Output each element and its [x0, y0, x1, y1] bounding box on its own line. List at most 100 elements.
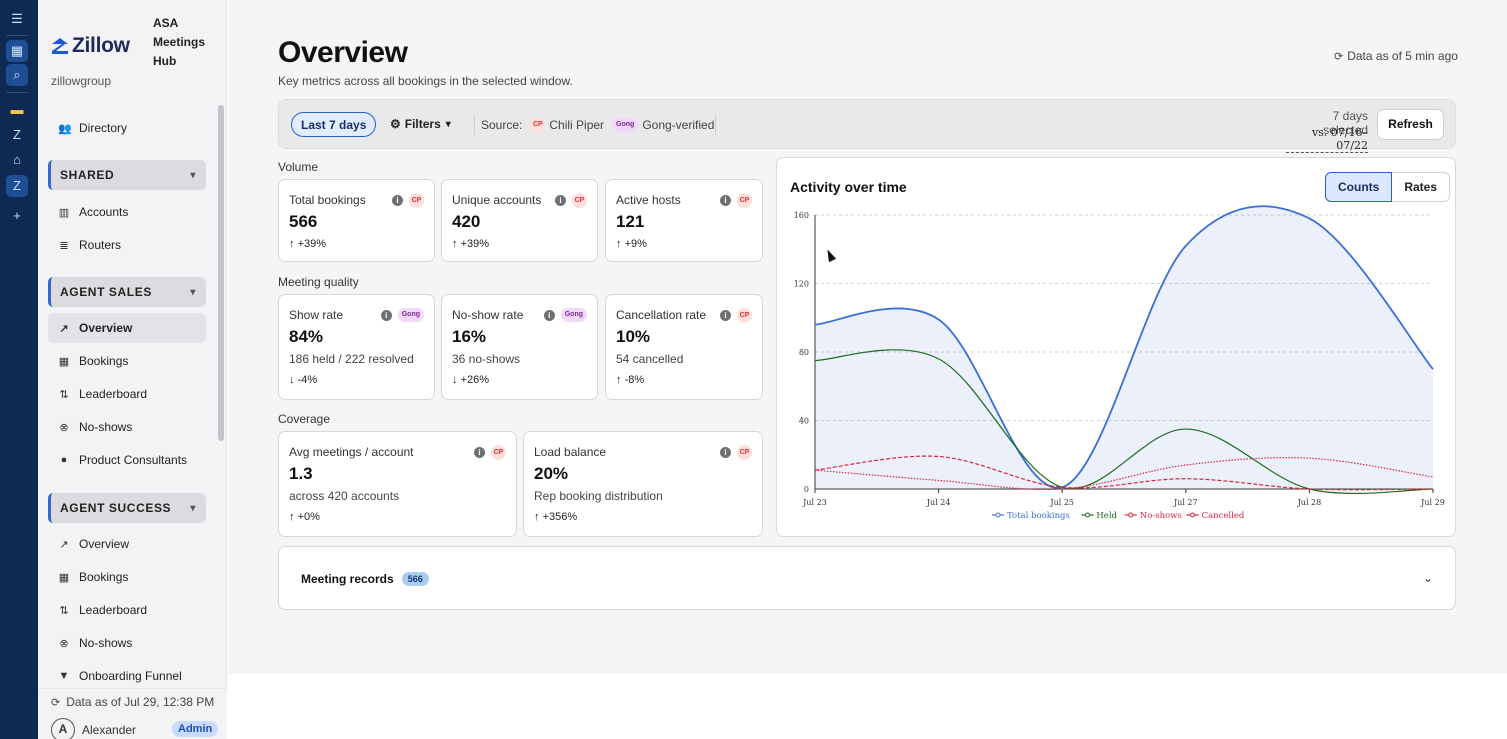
info-icon[interactable]: i: [720, 310, 731, 321]
legend-marker: [1084, 512, 1090, 518]
page-subtitle: Key metrics across all bookings in the s…: [278, 74, 573, 88]
sidebar-item-routers[interactable]: ≣ Routers: [48, 230, 206, 260]
section-agent-sales[interactable]: AGENT SALES ▾: [48, 277, 206, 307]
metric-card-show-rate[interactable]: Show rate i Gong 84% 186 held / 222 resol…: [278, 294, 435, 400]
metric-card-cancellation-rate[interactable]: Cancellation rate i CP 10% 54 cancelled ↑…: [605, 294, 763, 400]
sidebar-item-sales-leaderboard[interactable]: ⇅ Leaderboard: [48, 379, 206, 409]
sort-icon: ⇅: [59, 388, 69, 401]
comparison-range[interactable]: vs. 07/16–07/22: [1286, 126, 1368, 153]
chevron-down-icon[interactable]: ⌄: [1422, 571, 1433, 585]
rates-toggle-button[interactable]: Rates: [1392, 172, 1451, 202]
page-title: Overview: [278, 36, 408, 69]
card-title: Total bookings: [289, 193, 366, 207]
delta-value: +39%: [460, 238, 490, 250]
sidebar-item-success-noshows[interactable]: ⊗ No-shows: [48, 628, 206, 658]
plus-icon[interactable]: +: [13, 208, 21, 223]
legend-label: Cancelled: [1202, 511, 1245, 521]
card-delta: ↑ +356%: [534, 511, 577, 523]
delta-value: -8%: [624, 374, 645, 386]
delta-value: +356%: [542, 511, 578, 523]
y-tick-label: 80: [799, 348, 809, 357]
info-icon[interactable]: i: [380, 309, 392, 321]
series-line-0: [814, 205, 1434, 489]
card-subtext: 54 cancelled: [616, 352, 684, 366]
sidebar-footer: ⟳ Data as of Jul 29, 12:38 PM A Alexande…: [38, 688, 227, 739]
meeting-records-panel[interactable]: Meeting records 566 ⌄: [278, 546, 1456, 610]
series-line-3: [814, 457, 1434, 491]
info-icon[interactable]: i: [720, 195, 731, 206]
search-list-icon[interactable]: ⌕: [6, 64, 28, 86]
zillow-logo[interactable]: Zillow: [51, 34, 130, 58]
sidebar-scrollbar[interactable]: [218, 105, 224, 441]
sidebar-item-label: Leaderboard: [79, 387, 148, 401]
refresh-button[interactable]: Refresh: [1377, 109, 1444, 140]
chili-piper-badge: CP: [572, 193, 587, 208]
rail-divider: [6, 92, 28, 93]
chili-piper-badge: CP: [737, 193, 752, 208]
filters-button[interactable]: ⚙ Filters ▾: [390, 117, 451, 131]
section-shared[interactable]: SHARED ▾: [48, 160, 206, 190]
card-title: Cancellation rate: [616, 308, 707, 322]
sidebar-item-label: Accounts: [79, 205, 129, 219]
sidebar-item-success-leaderboard[interactable]: ⇅ Leaderboard: [48, 595, 206, 625]
date-range-button[interactable]: Last 7 days: [291, 112, 377, 137]
sidebar-item-accounts[interactable]: ▥ Accounts: [48, 197, 206, 227]
sidebar-item-onboarding-funnel[interactable]: ▼ Onboarding Funnel: [48, 661, 206, 688]
card-delta: ↓ +26%: [452, 374, 489, 386]
metric-card-no-show-rate[interactable]: No-show rate i Gong 16% 36 no-shows ↓ +26…: [441, 294, 598, 400]
people-icon: 👥: [58, 122, 72, 135]
sidebar-item-directory[interactable]: 👥 Directory: [48, 113, 206, 143]
metric-card-load-balance[interactable]: Load balance i CP 20% Rep booking distrib…: [523, 431, 763, 537]
home-icon[interactable]: ⌂: [13, 152, 21, 167]
metric-card-avg-meetings[interactable]: Avg meetings / account i CP 1.3 across 42…: [278, 431, 517, 537]
sidebar-item-sales-overview[interactable]: ↗ Overview: [48, 313, 206, 343]
org-name: zillowgroup: [51, 74, 112, 88]
info-icon[interactable]: i: [474, 447, 485, 458]
menu-collapse-icon[interactable]: ☰: [11, 11, 23, 26]
info-icon[interactable]: i: [720, 447, 731, 458]
section-agent-success[interactable]: AGENT SUCCESS ▾: [48, 493, 206, 523]
source-legend: Source: CP Chili Piper Gong Gong-verifie…: [481, 117, 714, 132]
arrow-up-icon: ↑: [616, 374, 622, 386]
zillow-logo-icon: [52, 38, 68, 54]
zillow-app-icon[interactable]: Z: [13, 127, 21, 142]
info-icon[interactable]: i: [543, 309, 555, 321]
card-subtext: 36 no-shows: [452, 352, 521, 366]
card-delta: ↑ +0%: [289, 511, 320, 523]
sidebar-item-success-bookings[interactable]: ▦ Bookings: [48, 562, 206, 592]
user-profile[interactable]: A Alexander: [51, 718, 136, 739]
sidebar-item-label: Onboarding Funnel: [79, 669, 182, 683]
days-selected: 7 days selected: [1323, 109, 1368, 137]
metric-card-unique-accounts[interactable]: Unique accounts i CP 420 ↑ +39%: [441, 179, 598, 262]
info-icon[interactable]: i: [555, 195, 566, 206]
meeting-records-header: Meeting records 566: [301, 572, 429, 586]
grid-icon[interactable]: ▦: [6, 40, 28, 62]
sidebar-item-product-consultants[interactable]: ● Product Consultants: [48, 445, 206, 475]
zillow-active-icon[interactable]: Z: [6, 175, 28, 197]
sidebar-item-label: Product Consultants: [79, 453, 188, 467]
legend-marker: [995, 512, 1001, 518]
arrow-up-icon: ↑: [616, 238, 622, 250]
metric-card-active-hosts[interactable]: Active hosts i CP 121 ↑ +9%: [605, 179, 763, 262]
card-title: No-show rate: [452, 308, 524, 322]
app-name-line: Meetings: [153, 35, 206, 49]
sidebar-item-sales-noshows[interactable]: ⊗ No-shows: [48, 412, 206, 442]
counts-toggle-button[interactable]: Counts: [1325, 172, 1393, 202]
section-title: AGENT SALES: [60, 285, 152, 299]
arrow-down-icon: ↓: [452, 374, 458, 386]
sidebar-item-sales-bookings[interactable]: ▦ Bookings: [48, 346, 206, 376]
x-tick-label: Jul 25: [1049, 498, 1074, 507]
sidebar-item-label: Bookings: [79, 570, 129, 584]
legend-marker: [1128, 512, 1134, 518]
sidebar-item-success-overview[interactable]: ↗ Overview: [48, 529, 206, 559]
delta-value: +0%: [297, 511, 320, 523]
y-tick-label: 0: [804, 485, 809, 494]
info-icon[interactable]: i: [392, 195, 403, 206]
card-value: 84%: [289, 327, 324, 346]
mail-icon[interactable]: ▬: [10, 102, 24, 117]
sliders-icon: ⚙: [390, 117, 401, 131]
group-label-coverage: Coverage: [278, 412, 331, 426]
legend-marker: [1190, 512, 1196, 518]
metric-card-total-bookings[interactable]: Total bookings i CP 566 ↑ +39%: [278, 179, 435, 262]
funnel-icon: ▼: [58, 670, 70, 682]
